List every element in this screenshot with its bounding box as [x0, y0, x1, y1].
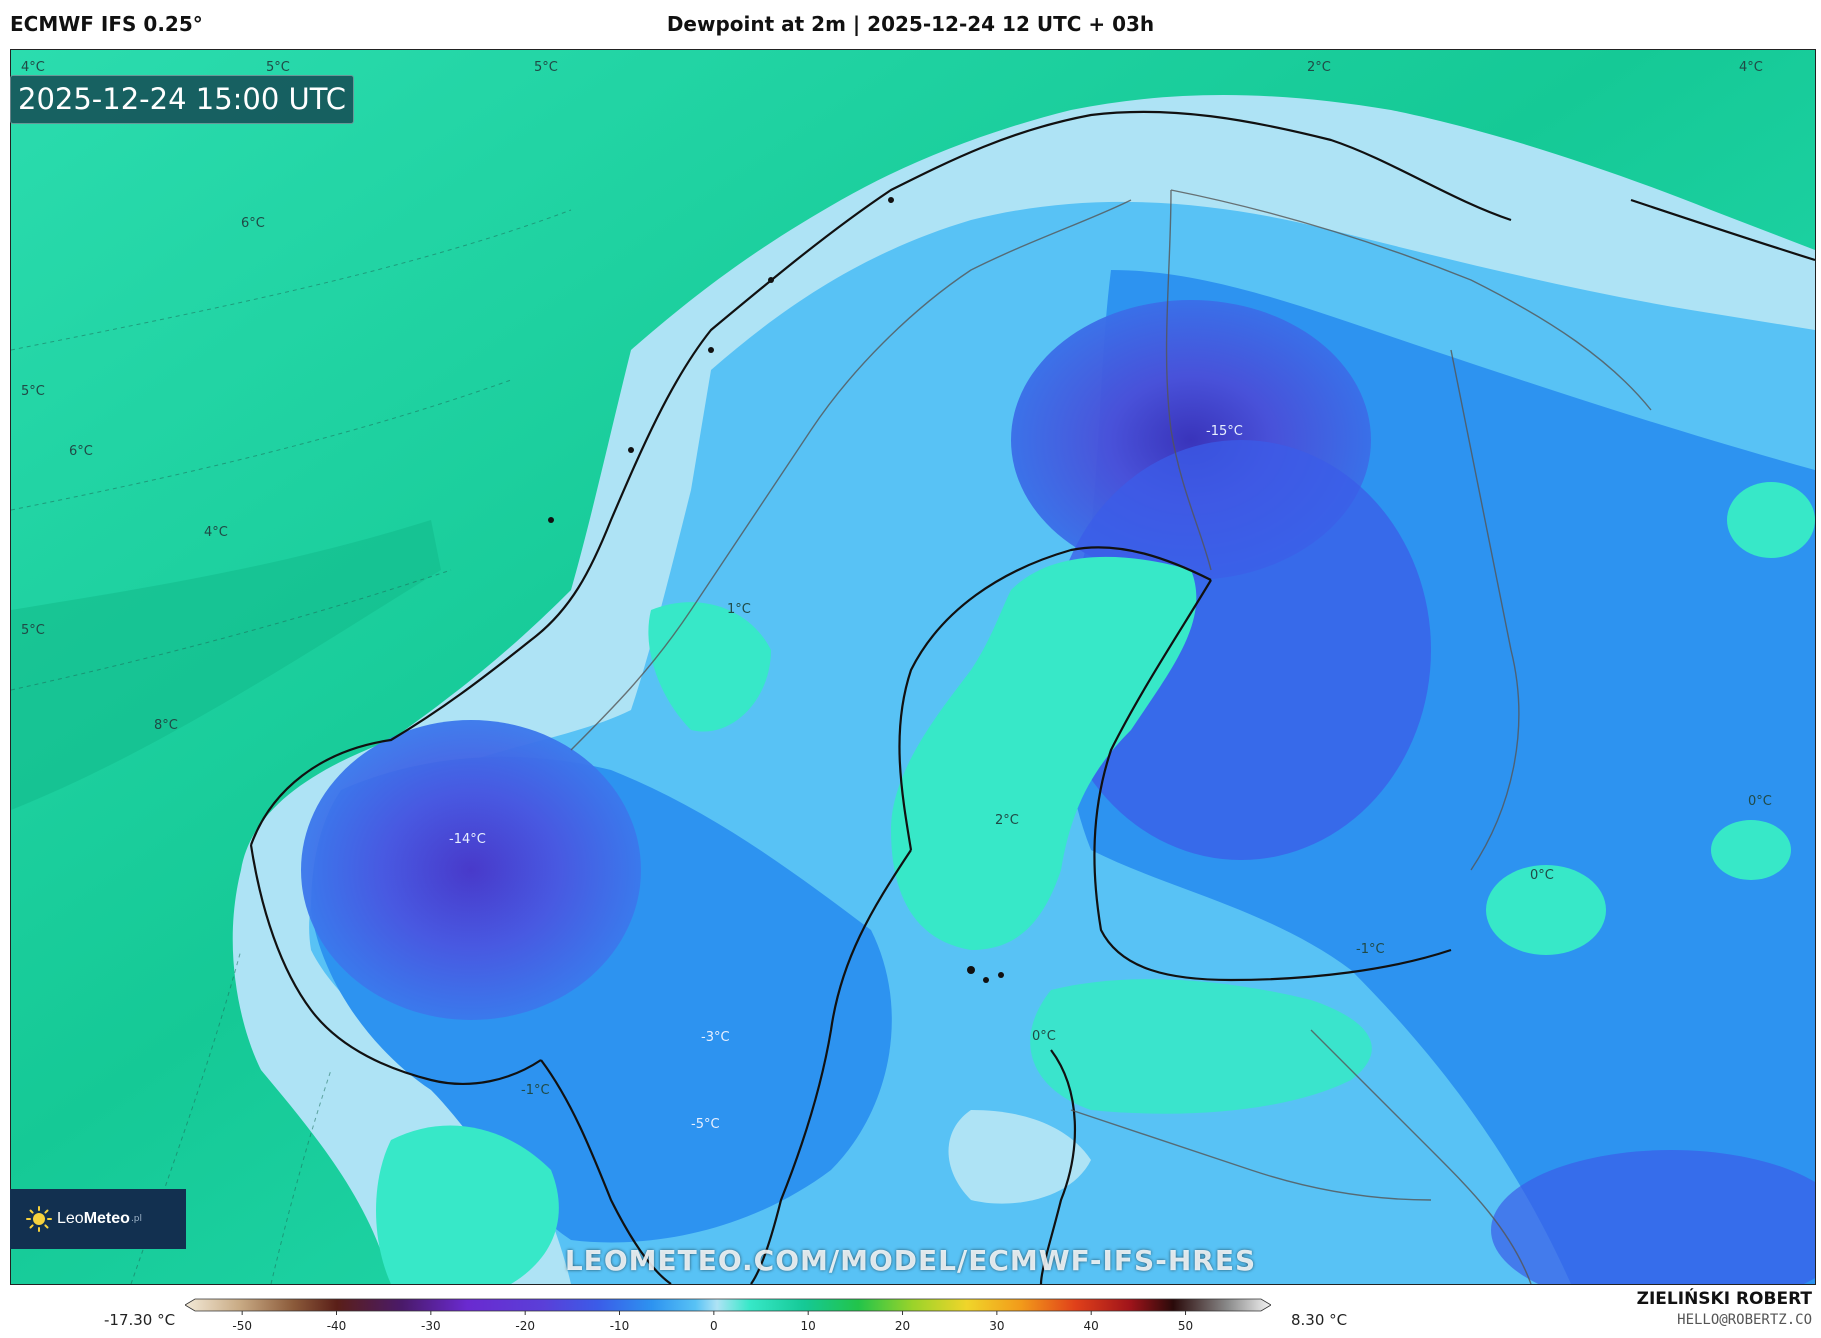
colorbar-tick-label: -40: [327, 1319, 347, 1333]
cold-field-southeast: [1491, 1150, 1815, 1284]
logo-name-a: Leo: [57, 1210, 84, 1227]
author-email[interactable]: HELLO@ROBERTZ.CO: [1677, 1312, 1812, 1328]
label-minus15c: -15°C: [1206, 424, 1243, 439]
colorbar-tick-label: 50: [1178, 1319, 1193, 1333]
lake-warm-patch-2: [1727, 482, 1815, 558]
label-5c-n2: 5°C: [534, 60, 558, 75]
logo-name-b: Meteo: [83, 1210, 130, 1227]
gulf-of-bothnia: [891, 556, 1197, 950]
label-0c-lake: 0°C: [1530, 868, 1554, 883]
leometeo-logo[interactable]: LeoMeteo .pl: [10, 1189, 186, 1249]
colorbar-tick-label: 0: [710, 1319, 718, 1333]
label-6c-w: 6°C: [69, 444, 93, 459]
label-4c-ne: 4°C: [1739, 60, 1763, 75]
colorbar-tick-label: 20: [895, 1319, 910, 1333]
baltic-south: [948, 1110, 1091, 1204]
label-4c-w: 4°C: [204, 525, 228, 540]
label-2c-n: 2°C: [1307, 60, 1331, 75]
colorbar-min-label: -17.30 °C: [104, 1311, 176, 1329]
label-1c: 1°C: [727, 602, 751, 617]
label-8c: 8°C: [154, 718, 178, 733]
colorbar-tick-label: 10: [801, 1319, 816, 1333]
sun-icon: [26, 1206, 52, 1232]
map-canvas: [11, 50, 1815, 1284]
label-5c-sw: 5°C: [21, 623, 45, 638]
colorbar-ticks: -50 -40 -30 -20 -10 0 10 20 30 40 50: [232, 1311, 1193, 1333]
colorbar: -50 -40 -30 -20 -10 0 10 20 30 40 50: [185, 1298, 1271, 1333]
logo-tld: .pl: [130, 1214, 143, 1224]
label-0c-baltic: 0°C: [1032, 1029, 1056, 1044]
label-0c-east: 0°C: [1748, 794, 1772, 809]
model-title: ECMWF IFS 0.25°: [10, 12, 203, 36]
denmark-area: [376, 1125, 559, 1284]
logo-name: LeoMeteo: [57, 1210, 130, 1228]
author-block: ZIELIŃSKI ROBERT HELLO@ROBERTZ.CO: [1637, 1289, 1812, 1328]
watermark-url: LEOMETEO.COM/MODEL/ECMWF-IFS-HRES: [564, 1244, 1257, 1277]
coastlines: [249, 110, 1815, 1284]
inland-warm-patch: [648, 602, 771, 732]
colorbar-tick-label: -30: [421, 1319, 441, 1333]
label-6c: 6°C: [241, 216, 265, 231]
colorbar-tick-label: 40: [1084, 1319, 1099, 1333]
lake-warm-patch-3: [1711, 820, 1791, 880]
cold-field-finland: [1051, 440, 1431, 860]
label-minus1c-south: -1°C: [521, 1083, 550, 1098]
label-minus1c-east: -1°C: [1356, 942, 1385, 957]
baltic-sea: [1030, 979, 1372, 1114]
colorbar-tick-label: -50: [232, 1319, 252, 1333]
colorbar-tick-label: 30: [989, 1319, 1004, 1333]
label-5c-n: 5°C: [266, 60, 290, 75]
label-4c-nw: 4°C: [21, 60, 45, 75]
cold-core-south-norway: [301, 720, 641, 1020]
isolines: [11, 209, 572, 1284]
chart-title: Dewpoint at 2m | 2025-12-24 12 UTC + 03h: [666, 12, 1155, 36]
label-2c-bothnia: 2°C: [995, 813, 1019, 828]
label-minus14c: -14°C: [449, 832, 486, 847]
author-name: ZIELIŃSKI ROBERT: [1636, 1289, 1812, 1309]
label-minus5c: -5°C: [691, 1117, 720, 1132]
warm-ocean-band: [11, 520, 441, 810]
valid-time-badge: 2025-12-24 15:00 UTC: [10, 75, 355, 124]
lake-warm-patch: [1486, 865, 1606, 955]
colorbar-tick-label: -20: [515, 1319, 535, 1333]
label-minus3c: -3°C: [701, 1030, 730, 1045]
label-5c-w: 5°C: [21, 384, 45, 399]
borders: [570, 189, 1652, 1284]
dewpoint-map[interactable]: 4°C 5°C 5°C 4°C 2°C 6°C 5°C 6°C 4°C 5°C …: [10, 49, 1816, 1285]
colorbar-gradient: [185, 1298, 1271, 1312]
islands: [548, 197, 1004, 983]
colorbar-max-label: 8.30 °C: [1291, 1311, 1348, 1329]
colorbar-tick-label: -10: [610, 1319, 630, 1333]
